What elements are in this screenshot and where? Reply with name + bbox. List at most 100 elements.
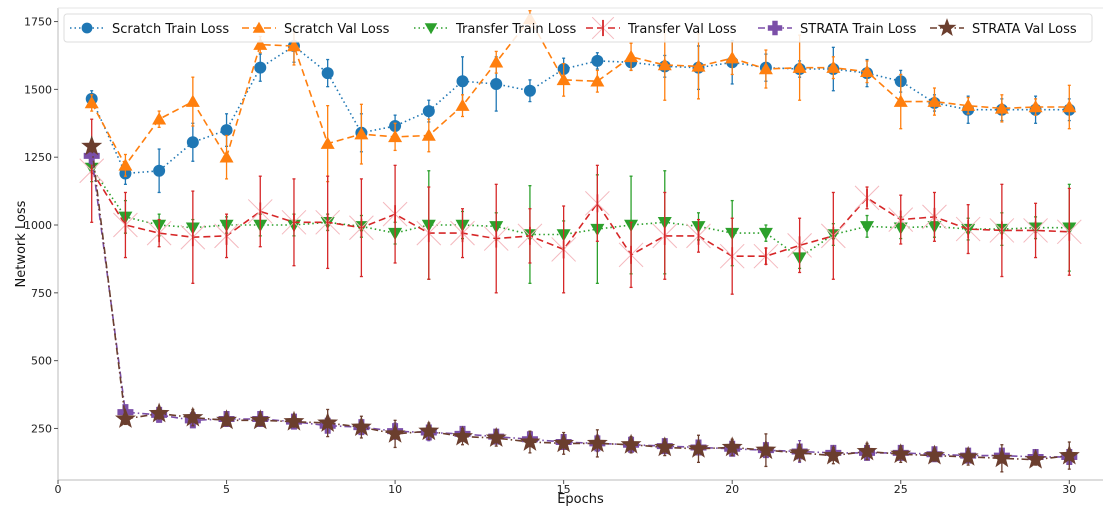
- data-point: [382, 201, 408, 227]
- data-point: [591, 54, 604, 67]
- x-tick-label: 10: [388, 483, 402, 496]
- legend-label: STRATA Val Loss: [972, 22, 1077, 37]
- data-point: [860, 64, 875, 77]
- series-transfer-train-loss: [84, 153, 1077, 284]
- data-point: [517, 223, 543, 249]
- data-point: [180, 224, 206, 250]
- data-point: [118, 158, 133, 171]
- legend-label: Scratch Train Loss: [112, 22, 229, 37]
- data-point: [654, 436, 676, 457]
- data-point: [216, 409, 237, 430]
- data-point: [153, 164, 166, 177]
- data-point: [854, 185, 880, 211]
- data-point: [384, 422, 406, 443]
- data-point: [989, 218, 1015, 243]
- data-point: [450, 220, 475, 246]
- data-point: [556, 72, 571, 86]
- data-point: [214, 223, 239, 249]
- data-point: [890, 443, 912, 464]
- data-point: [994, 101, 1009, 114]
- data-point: [220, 124, 233, 137]
- data-point: [253, 37, 268, 50]
- series-line: [91, 167, 1070, 259]
- data-point: [618, 242, 644, 268]
- data-point: [721, 436, 743, 457]
- data-point: [489, 55, 504, 68]
- data-point: [418, 420, 440, 441]
- data-point: [787, 233, 812, 258]
- data-point: [182, 406, 204, 427]
- data-point: [961, 98, 976, 111]
- data-point: [249, 409, 271, 430]
- y-tick-label: 500: [31, 355, 52, 368]
- data-point: [719, 243, 745, 269]
- series-transfer-val-loss: [79, 118, 1082, 295]
- data-point: [1062, 100, 1077, 113]
- data-point: [725, 51, 740, 64]
- y-tick-label: 1750: [24, 16, 52, 29]
- data-point: [283, 410, 305, 431]
- data-point: [456, 75, 469, 88]
- data-point: [146, 220, 172, 246]
- x-tick-label: 25: [894, 483, 908, 496]
- x-tick-label: 20: [725, 483, 739, 496]
- data-point: [652, 223, 678, 249]
- data-point: [1028, 100, 1043, 113]
- data-point: [758, 62, 773, 75]
- data-point: [252, 21, 266, 33]
- legend-label: Transfer Val Loss: [627, 22, 737, 37]
- series-layer: [79, 10, 1082, 473]
- y-tick-label: 1000: [24, 219, 52, 232]
- x-tick-label: 5: [223, 483, 230, 496]
- series-line: [91, 170, 1070, 258]
- data-point: [315, 209, 341, 235]
- data-point: [485, 427, 507, 447]
- series-strata-val-loss: [81, 135, 1080, 473]
- data-point: [152, 112, 167, 125]
- data-point: [421, 128, 436, 141]
- data-point: [354, 127, 369, 140]
- data-point: [519, 431, 541, 451]
- data-point: [219, 150, 234, 163]
- data-point: [657, 57, 672, 71]
- data-point: [922, 204, 947, 230]
- data-point: [247, 199, 273, 224]
- data-point: [148, 402, 170, 423]
- data-point: [585, 190, 610, 216]
- data-point: [422, 105, 435, 118]
- y-tick-label: 1250: [24, 151, 52, 164]
- x-tick-label: 15: [557, 483, 571, 496]
- data-point: [937, 18, 957, 36]
- y-tick-label: 1500: [24, 83, 52, 96]
- data-point: [416, 220, 442, 246]
- series-line: [90, 17, 1070, 167]
- data-point: [991, 447, 1013, 468]
- data-point: [826, 60, 841, 73]
- data-point: [84, 95, 99, 109]
- legend-box: [63, 13, 1093, 43]
- data-point: [586, 432, 608, 453]
- data-point: [753, 243, 779, 269]
- data-point: [286, 38, 301, 52]
- data-point: [186, 136, 199, 149]
- data-point: [321, 67, 334, 80]
- data-point: [83, 147, 100, 164]
- legend-item: Transfer Val Loss: [586, 16, 737, 40]
- legend-label: STRATA Train Loss: [800, 22, 917, 37]
- data-point: [888, 207, 914, 232]
- axes: 0 5 10 15 20 25 30 250 500 750 1000 1250 1500 1750: [24, 7, 1103, 496]
- data-point: [820, 223, 846, 249]
- data-point: [860, 221, 875, 234]
- legend-item: STRATA Train Loss: [758, 20, 917, 37]
- series-scratch-train-loss: [85, 29, 1076, 194]
- series-line: [90, 146, 1070, 461]
- data-point: [1025, 448, 1046, 469]
- data-point: [113, 212, 138, 238]
- data-point: [957, 445, 979, 466]
- data-point: [254, 61, 267, 74]
- data-point: [927, 94, 942, 107]
- data-point: [523, 84, 536, 97]
- data-point: [349, 215, 374, 241]
- data-point: [115, 408, 136, 428]
